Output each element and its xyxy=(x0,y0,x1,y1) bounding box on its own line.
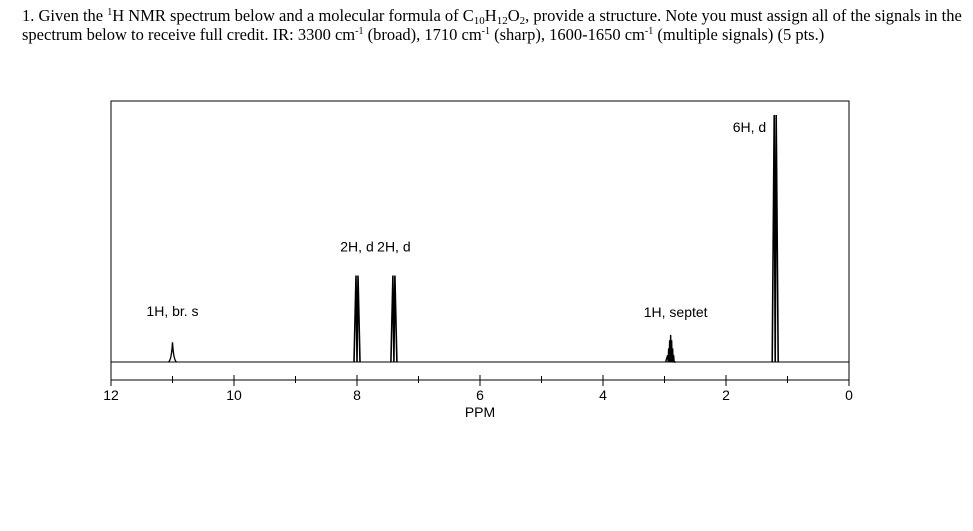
x-axis-ticks xyxy=(110,375,850,386)
peak-labels: 1H, br. s 2H, d 2H, d 1H, septet 6H, d xyxy=(146,119,766,320)
tick-label: 12 xyxy=(103,387,119,403)
tick-label: 6 xyxy=(476,387,484,403)
peak xyxy=(390,275,398,363)
peak xyxy=(168,342,177,363)
peak xyxy=(664,334,676,363)
peak xyxy=(353,275,361,363)
peak-label: 1H, septet xyxy=(644,304,708,320)
question-number: 1. xyxy=(22,6,35,25)
tick-label: 8 xyxy=(353,387,361,403)
peak-label: 6H, d xyxy=(733,119,766,135)
tick-label: 2 xyxy=(722,387,730,403)
plot-frame xyxy=(110,100,850,381)
peak-label: 2H, d xyxy=(340,239,373,255)
peak-label: 1H, br. s xyxy=(146,303,198,319)
tick-label: 10 xyxy=(226,387,242,403)
peak-label: 2H, d xyxy=(377,239,410,255)
x-axis-label: PPM xyxy=(465,404,495,420)
x-axis-tick-labels: 12 10 8 6 4 2 0 xyxy=(103,387,853,403)
tick-label: 4 xyxy=(599,387,607,403)
question-text: 1. Given the 1H NMR spectrum below and a… xyxy=(22,6,962,44)
spectrum-peaks xyxy=(168,114,779,363)
peak xyxy=(771,114,779,363)
tick-label: 0 xyxy=(845,387,853,403)
